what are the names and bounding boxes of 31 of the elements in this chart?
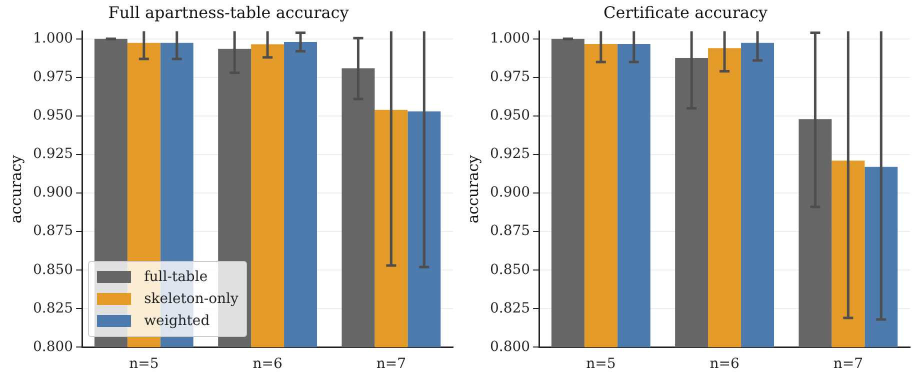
y-tick-label: 0.900 <box>32 184 74 201</box>
x-tick-label: n=7 <box>833 356 864 372</box>
y-tick-label: 0.950 <box>32 108 74 124</box>
y-tick-label: 0.825 <box>490 300 530 316</box>
x-tick-label: n=6 <box>710 356 740 372</box>
y-tick-label: 0.975 <box>490 69 530 86</box>
y-tick-label: 0.925 <box>490 146 530 162</box>
y-tick-label: 0.950 <box>490 108 530 124</box>
y-tick-label: 0.800 <box>490 338 530 355</box>
y-tick-label: 0.975 <box>32 69 74 86</box>
y-axis-title: accuracy <box>464 154 482 224</box>
y-axis-title: accuracy <box>6 154 25 224</box>
y-tick-label: 0.850 <box>32 262 74 278</box>
y-tick-label: 0.825 <box>32 300 74 316</box>
y-tick-label: 0.850 <box>490 262 530 278</box>
x-tick-label: n=5 <box>586 356 616 372</box>
chart-title: Full apartness-table accuracy <box>108 2 349 22</box>
x-tick-label: n=6 <box>252 356 282 372</box>
chart-title: Certificate accuracy <box>603 2 768 22</box>
y-tick-label: 0.800 <box>32 338 74 355</box>
y-tick-label: 1.000 <box>490 30 530 47</box>
legend-label: skeleton-only <box>144 291 238 308</box>
legend-label: weighted <box>144 313 210 330</box>
x-tick-label: n=5 <box>129 356 159 372</box>
legend-label: full-table <box>144 269 208 286</box>
y-tick-label: 1.000 <box>32 30 74 47</box>
y-tick-label: 0.900 <box>490 184 530 201</box>
x-tick-label: n=7 <box>376 356 406 372</box>
y-tick-label: 0.875 <box>32 223 74 240</box>
y-tick-label: 0.925 <box>32 146 74 162</box>
y-tick-label: 0.875 <box>490 223 530 240</box>
